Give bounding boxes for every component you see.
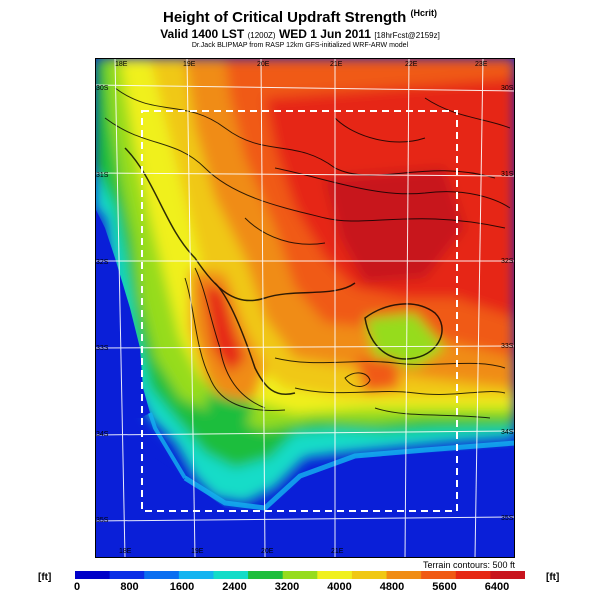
color-scale-swatch (455, 571, 491, 579)
color-scale-tick-label: 4000 (327, 581, 352, 593)
color-scale-tick-label: 6400 (484, 581, 510, 593)
terrain-contours (104, 87, 511, 419)
color-scale-swatch (178, 571, 214, 579)
color-scale-bar (75, 571, 525, 579)
lat-label-right: 31S (501, 171, 514, 178)
lat-lon-grid (95, 58, 515, 558)
color-scale-swatch (421, 571, 457, 579)
lon-label-bottom: 18E (119, 548, 132, 555)
lon-label-top: 18E (115, 61, 128, 68)
forecast-map: 18E 19E 20E 21E 22E 23E 18E 19E 20E 21E … (95, 58, 515, 558)
chart-title: Height of Critical Updraft Strength (Hcr… (162, 8, 437, 26)
color-scale-tick-label: 5600 (432, 581, 457, 593)
lon-label-top: 22E (405, 61, 418, 68)
lat-label-right: 34S (501, 429, 514, 436)
color-scale-tick-label: 2400 (222, 581, 247, 593)
color-scale-swatch (213, 571, 249, 579)
lon-label-bottom: 19E (191, 548, 204, 555)
color-scale-tick-label: 800 (120, 581, 139, 593)
lat-label-left: 32S (96, 259, 109, 266)
chart-subtitle: Valid 1400 LST (1200Z) WED 1 Jun 2011 [1… (160, 27, 440, 41)
color-scale-swatch (351, 571, 388, 579)
terrain-contour-note: Terrain contours: 500 ft (422, 560, 515, 570)
lon-label-bottom: 21E (331, 548, 344, 555)
lat-label-right: 35S (501, 515, 514, 522)
color-scale-tick-label: 1600 (169, 581, 195, 593)
lon-label-bottom: 20E (261, 548, 274, 555)
lat-label-left: 30S (96, 85, 109, 92)
lon-label-top: 21E (330, 61, 343, 68)
color-scale-tick-label: 0 (73, 581, 81, 593)
unit-label-left: [ft] (38, 572, 52, 583)
lat-label-left: 33S (96, 345, 109, 352)
lat-label-left: 34S (96, 431, 109, 438)
color-scale-swatch (386, 571, 422, 579)
color-scale-swatch (75, 571, 111, 579)
lat-label-left: 31S (96, 172, 109, 179)
lat-label-right: 30S (501, 85, 514, 92)
unit-label-right: [ft] (546, 572, 560, 583)
color-scale-swatch (317, 571, 353, 579)
color-scale-tick-label: 3200 (274, 581, 300, 593)
lat-label-left: 35S (96, 517, 109, 524)
color-scale-tick-label: 4800 (379, 581, 405, 593)
lon-label-top: 23E (475, 61, 488, 68)
south-ocean (95, 448, 515, 558)
lon-label-top: 20E (257, 61, 270, 68)
model-credit: Dr.Jack BLIPMAP from RASP 12km GFS-initi… (191, 42, 409, 49)
domain-box (141, 110, 458, 512)
color-scale-swatch (282, 571, 318, 579)
color-scale-swatch (144, 571, 180, 579)
lat-label-right: 32S (501, 258, 514, 265)
hcrit-field (95, 58, 515, 503)
lon-label-top: 19E (183, 61, 196, 68)
color-scale-swatch (248, 571, 284, 579)
color-scale-swatch (109, 571, 145, 579)
lat-label-right: 33S (501, 343, 514, 350)
color-scale-swatch (490, 571, 525, 579)
